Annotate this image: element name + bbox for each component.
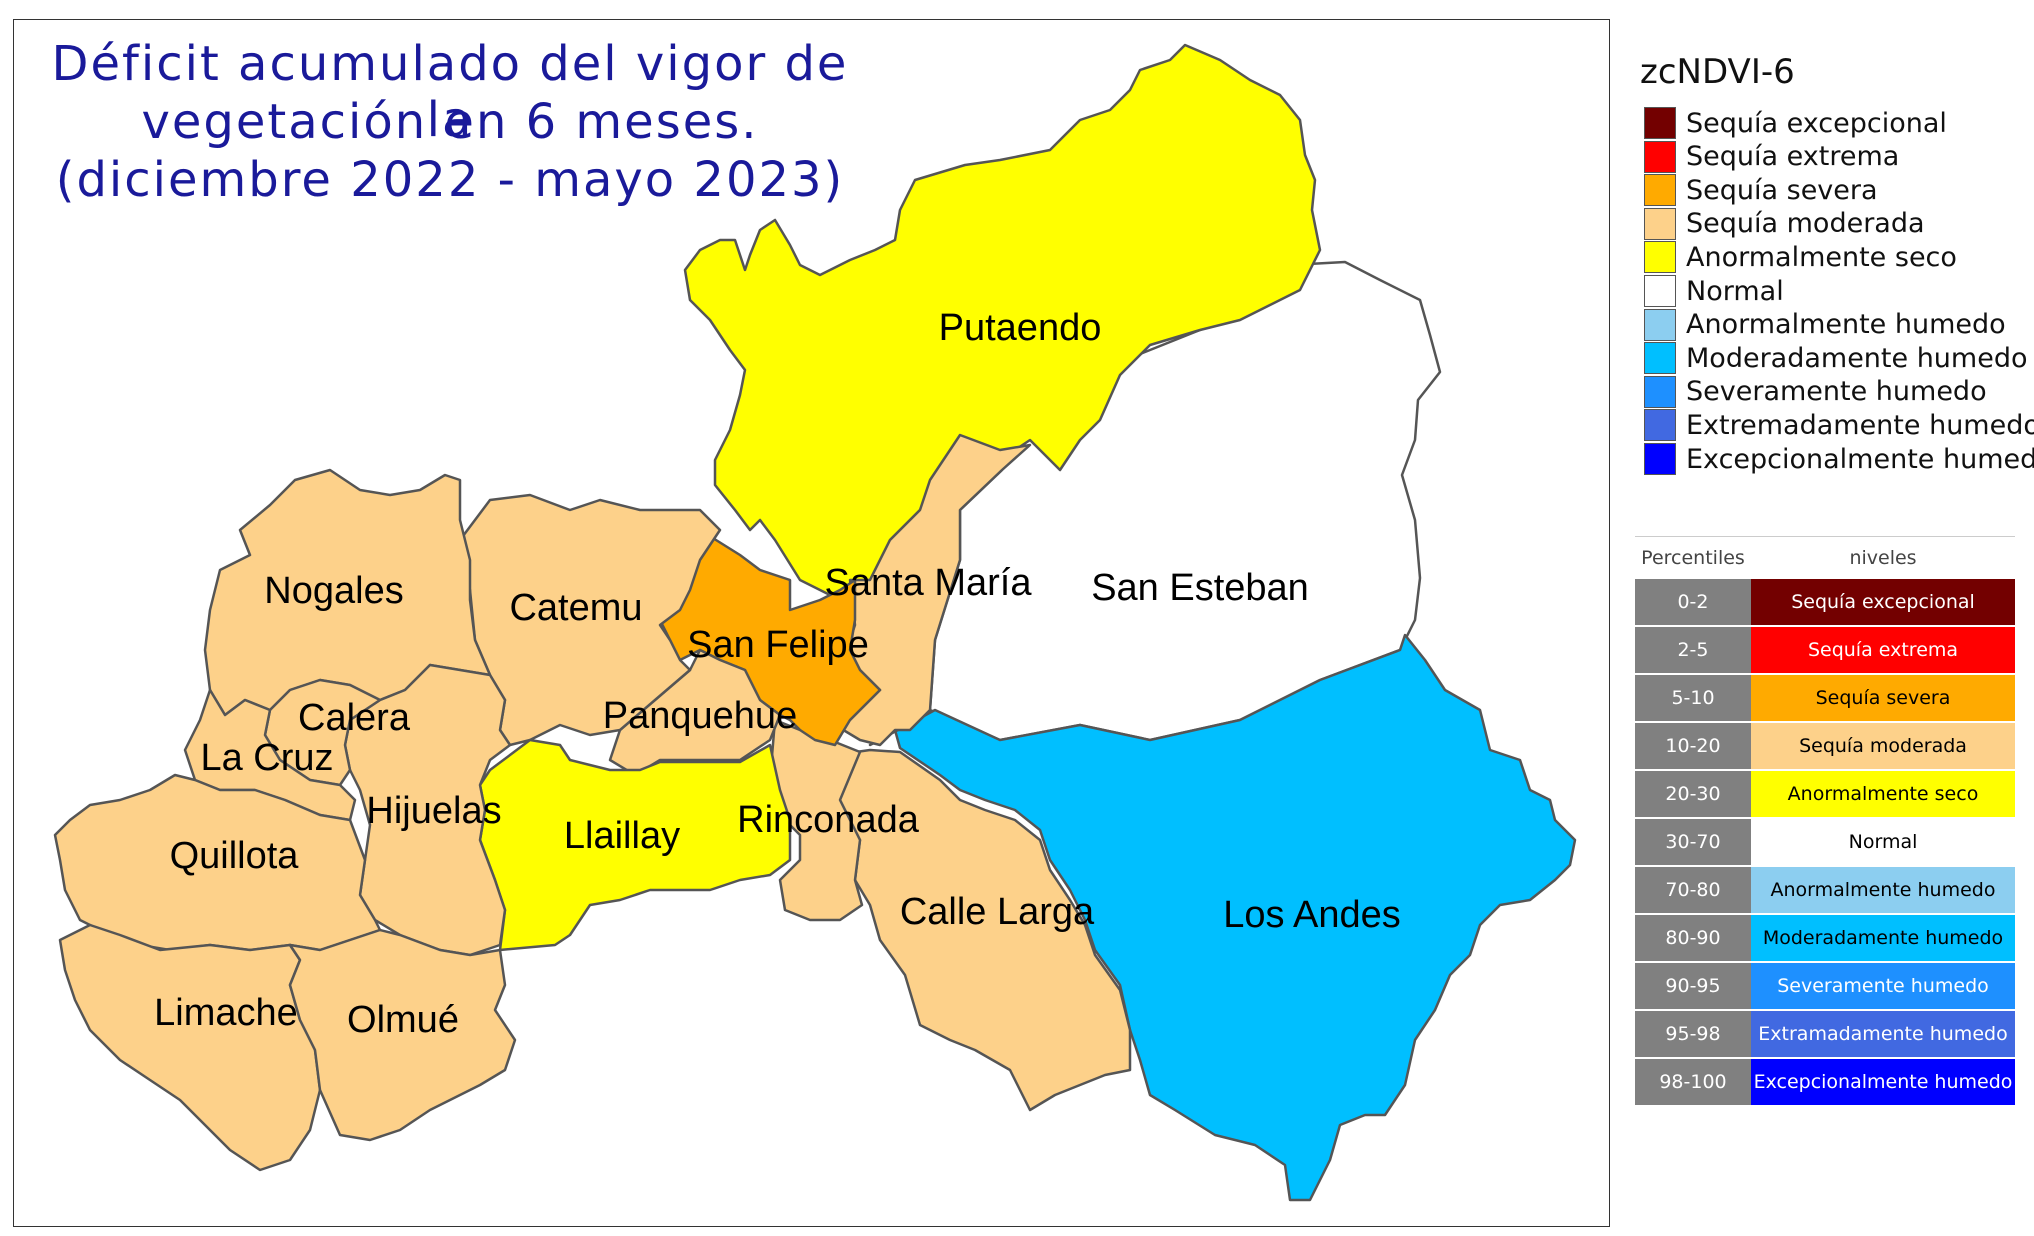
label-catemu: Catemu — [509, 587, 642, 629]
percentiles-header: Percentiles — [1635, 536, 1751, 579]
legend-swatch — [1644, 241, 1676, 274]
label-limache: Limache — [154, 992, 298, 1034]
legend-label: Anormalmente seco — [1686, 241, 1957, 273]
label-calera: Calera — [298, 697, 411, 739]
percentile-range: 0-2 — [1635, 579, 1751, 627]
label-santa-maria: Santa María — [825, 562, 1033, 604]
percentile-range: 70-80 — [1635, 867, 1751, 915]
percentile-level: Anormalmente seco — [1751, 771, 2015, 819]
label-olmue: Olmué — [347, 999, 459, 1041]
region-rinconada[interactable] — [768, 718, 864, 922]
percentile-level: Moderadamente humedo — [1751, 915, 2015, 963]
legend-item: Anormalmente seco — [1644, 240, 1957, 274]
percentile-range: 5-10 — [1635, 675, 1751, 723]
legend-label: Sequía severa — [1686, 174, 1878, 206]
legend-swatch — [1644, 375, 1676, 408]
percentile-row: 70-80 Anormalmente humedo — [1635, 867, 2015, 915]
label-calle-larga: Calle Larga — [900, 891, 1095, 933]
legend-item: Sequía extrema — [1644, 140, 1899, 174]
percentile-range: 98-100 — [1635, 1059, 1751, 1107]
map-title-line-2: vegetación en 6 meses. — [141, 94, 759, 150]
region-limache[interactable] — [58, 923, 322, 1172]
legend-swatch — [1644, 107, 1676, 139]
legend-item: Sequía excepcional — [1644, 106, 1947, 140]
legend-label: Sequía excepcional — [1686, 107, 1947, 139]
legend-swatch — [1644, 174, 1676, 207]
percentile-row: 20-30 Anormalmente seco — [1635, 771, 2015, 819]
percentile-level: Anormalmente humedo — [1751, 867, 2015, 915]
percentile-row: 80-90 Moderadamente humedo — [1635, 915, 2015, 963]
label-rinconada: Rinconada — [737, 799, 920, 841]
percentile-range: 2-5 — [1635, 627, 1751, 675]
legend-swatch — [1644, 207, 1676, 240]
percentile-level: Sequía extrema — [1751, 627, 2015, 675]
region-putaendo[interactable] — [683, 43, 1322, 602]
label-los-andes: Los Andes — [1223, 894, 1400, 936]
legend-item: Excepcionalmente humedo — [1644, 442, 2034, 476]
percentile-range: 20-30 — [1635, 771, 1751, 819]
percentile-level: Sequía moderada — [1751, 723, 2015, 771]
percentile-row: 98-100 Excepcionalmente humedo — [1635, 1059, 2015, 1107]
percentile-row: 95-98 Extramadamente humedo — [1635, 1011, 2015, 1059]
map-canvas: Putaendo San Esteban Los Andes Santa Mar… — [53, 43, 1577, 1202]
legend-item: Normal — [1644, 274, 1784, 308]
legend-label: Sequía moderada — [1686, 208, 1925, 240]
label-la-cruz: La Cruz — [200, 737, 333, 779]
percentile-level: Sequía excepcional — [1751, 579, 2015, 627]
percentile-range: 30-70 — [1635, 819, 1751, 867]
legend-item: Moderadamente humedo — [1644, 341, 2028, 375]
map-title-line-3: (diciembre 2022 - mayo 2023) — [55, 152, 845, 208]
legend-label: Moderadamente humedo — [1686, 342, 2028, 374]
percentile-level: Excepcionalmente humedo — [1751, 1059, 2015, 1107]
percentile-level: Severamente humedo — [1751, 963, 2015, 1011]
legend-label: Sequía extrema — [1686, 141, 1900, 173]
legend-swatch — [1644, 342, 1676, 375]
percentile-range: 80-90 — [1635, 915, 1751, 963]
legend-label: Extremadamente humedo — [1686, 409, 2034, 441]
legend-item: Severamente humedo — [1644, 375, 1987, 409]
percentile-level: Extramadamente humedo — [1751, 1011, 2015, 1059]
percentile-level: Sequía severa — [1751, 675, 2015, 723]
region-hijuelas[interactable] — [343, 663, 512, 957]
legend-item: Anormalmente humedo — [1644, 308, 2006, 342]
label-hijuelas: Hijuelas — [366, 790, 501, 832]
percentile-row: 0-2 Sequía excepcional — [1635, 579, 2015, 627]
label-putaendo: Putaendo — [939, 307, 1102, 349]
percentile-range: 95-98 — [1635, 1011, 1751, 1059]
legend-label: Severamente humedo — [1686, 376, 1987, 408]
legend-item: Sequía moderada — [1644, 207, 1925, 241]
levels-header: niveles — [1751, 536, 2015, 579]
legend-label: Excepcionalmente humedo — [1686, 443, 2034, 475]
percentile-row: 90-95 Severamente humedo — [1635, 963, 2015, 1011]
region-la-cruz[interactable] — [183, 688, 357, 822]
label-san-felipe: San Felipe — [687, 624, 869, 666]
legend-swatch — [1644, 275, 1676, 307]
percentile-table: Percentiles niveles 0-2 Sequía excepciona… — [1635, 536, 2015, 1107]
legend-swatch — [1644, 140, 1676, 173]
percentile-row: 2-5 Sequía extrema — [1635, 627, 2015, 675]
label-panquehue: Panquehue — [603, 695, 797, 737]
legend-label: Anormalmente humedo — [1686, 309, 2006, 341]
percentile-row: 10-20 Sequía moderada — [1635, 723, 2015, 771]
percentile-range: 90-95 — [1635, 963, 1751, 1011]
map-title-line-1: Déficit acumulado del vigor de la — [51, 36, 849, 148]
percentile-range: 10-20 — [1635, 723, 1751, 771]
region-olmue[interactable] — [288, 928, 517, 1142]
label-llaillay: Llaillay — [564, 815, 680, 857]
legend-item: Sequía severa — [1644, 173, 1878, 207]
label-quillota: Quillota — [170, 835, 300, 877]
legend-item: Extremadamente humedo — [1644, 408, 2034, 442]
percentile-row: 5-10 Sequía severa — [1635, 675, 2015, 723]
legend-title: zcNDVI-6 — [1640, 52, 1795, 92]
percentile-row: 30-70 Normal — [1635, 819, 2015, 867]
legend-label: Normal — [1686, 275, 1784, 307]
label-nogales: Nogales — [264, 570, 403, 612]
label-san-esteban: San Esteban — [1091, 567, 1309, 609]
legend-swatch — [1644, 409, 1676, 442]
legend-swatch — [1644, 308, 1676, 341]
region-calle-larga[interactable] — [833, 748, 1132, 1112]
percentile-level: Normal — [1751, 819, 2015, 867]
legend-swatch — [1644, 443, 1676, 475]
